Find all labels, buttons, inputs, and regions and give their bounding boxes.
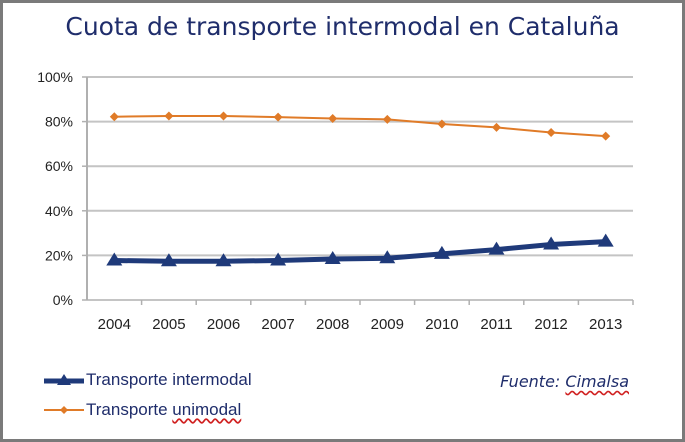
source-label: Fuente: xyxy=(500,372,566,391)
y-tick-label: 20% xyxy=(45,247,73,263)
data-point-intermodal xyxy=(160,253,177,267)
data-point-unimodal xyxy=(164,111,174,121)
data-point-unimodal xyxy=(546,128,556,138)
x-tick-label: 2011 xyxy=(480,316,512,333)
y-tick-label: 40% xyxy=(45,203,73,219)
data-point-intermodal xyxy=(433,245,450,259)
data-point-intermodal xyxy=(379,250,396,264)
data-point-intermodal xyxy=(488,241,505,255)
data-point-unimodal xyxy=(219,111,228,121)
data-point-intermodal xyxy=(324,250,341,264)
data-point-intermodal xyxy=(106,252,123,266)
data-point-intermodal xyxy=(597,233,614,247)
data-point-intermodal xyxy=(270,252,287,266)
y-tick-label: 0% xyxy=(53,292,73,308)
x-tick-label: 2009 xyxy=(371,316,404,333)
x-tick-label: 2004 xyxy=(98,316,131,333)
data-point-unimodal xyxy=(109,112,119,122)
data-point-unimodal xyxy=(437,119,447,129)
data-point-unimodal xyxy=(273,112,283,122)
legend-label-unimodal-prefix: Transporte xyxy=(86,400,173,419)
source-note: Fuente: Cimalsa xyxy=(500,372,629,391)
data-point-unimodal xyxy=(492,122,501,132)
x-tick-label: 2005 xyxy=(152,316,185,333)
data-point-intermodal xyxy=(543,236,560,250)
legend-label-unimodal: Transporte unimodal xyxy=(86,400,241,420)
series-line-unimodal xyxy=(114,115,606,138)
legend-label-intermodal: Transporte intermodal xyxy=(86,370,252,389)
chart-title: Cuota de transporte intermodal en Catalu… xyxy=(65,12,620,41)
data-point-unimodal xyxy=(382,114,392,124)
diamond-marker-icon xyxy=(44,406,84,414)
x-tick-label: 2013 xyxy=(589,316,622,333)
x-tick-label: 2010 xyxy=(425,316,458,333)
data-point-unimodal xyxy=(601,131,611,141)
legend-item-intermodal: Transporte intermodal xyxy=(44,365,252,395)
legend-item-unimodal: Transporte unimodal xyxy=(44,395,252,425)
series-line-intermodal xyxy=(114,239,606,264)
data-point-intermodal xyxy=(215,253,232,267)
x-tick-label: 2006 xyxy=(207,316,240,333)
x-tick-label: 2012 xyxy=(534,316,567,333)
source-name: Cimalsa xyxy=(565,372,629,391)
y-tick-label: 60% xyxy=(45,158,73,174)
legend-label-unimodal-suffix: unimodal xyxy=(172,400,242,419)
triangle-marker-icon xyxy=(44,374,84,385)
data-point-unimodal xyxy=(328,113,338,123)
x-tick-label: 2007 xyxy=(261,316,294,333)
legend: Transporte intermodal Transporte unimoda… xyxy=(44,365,252,425)
y-tick-label: 100% xyxy=(37,69,73,85)
y-tick-label: 80% xyxy=(45,114,73,130)
x-tick-label: 2008 xyxy=(316,316,349,333)
